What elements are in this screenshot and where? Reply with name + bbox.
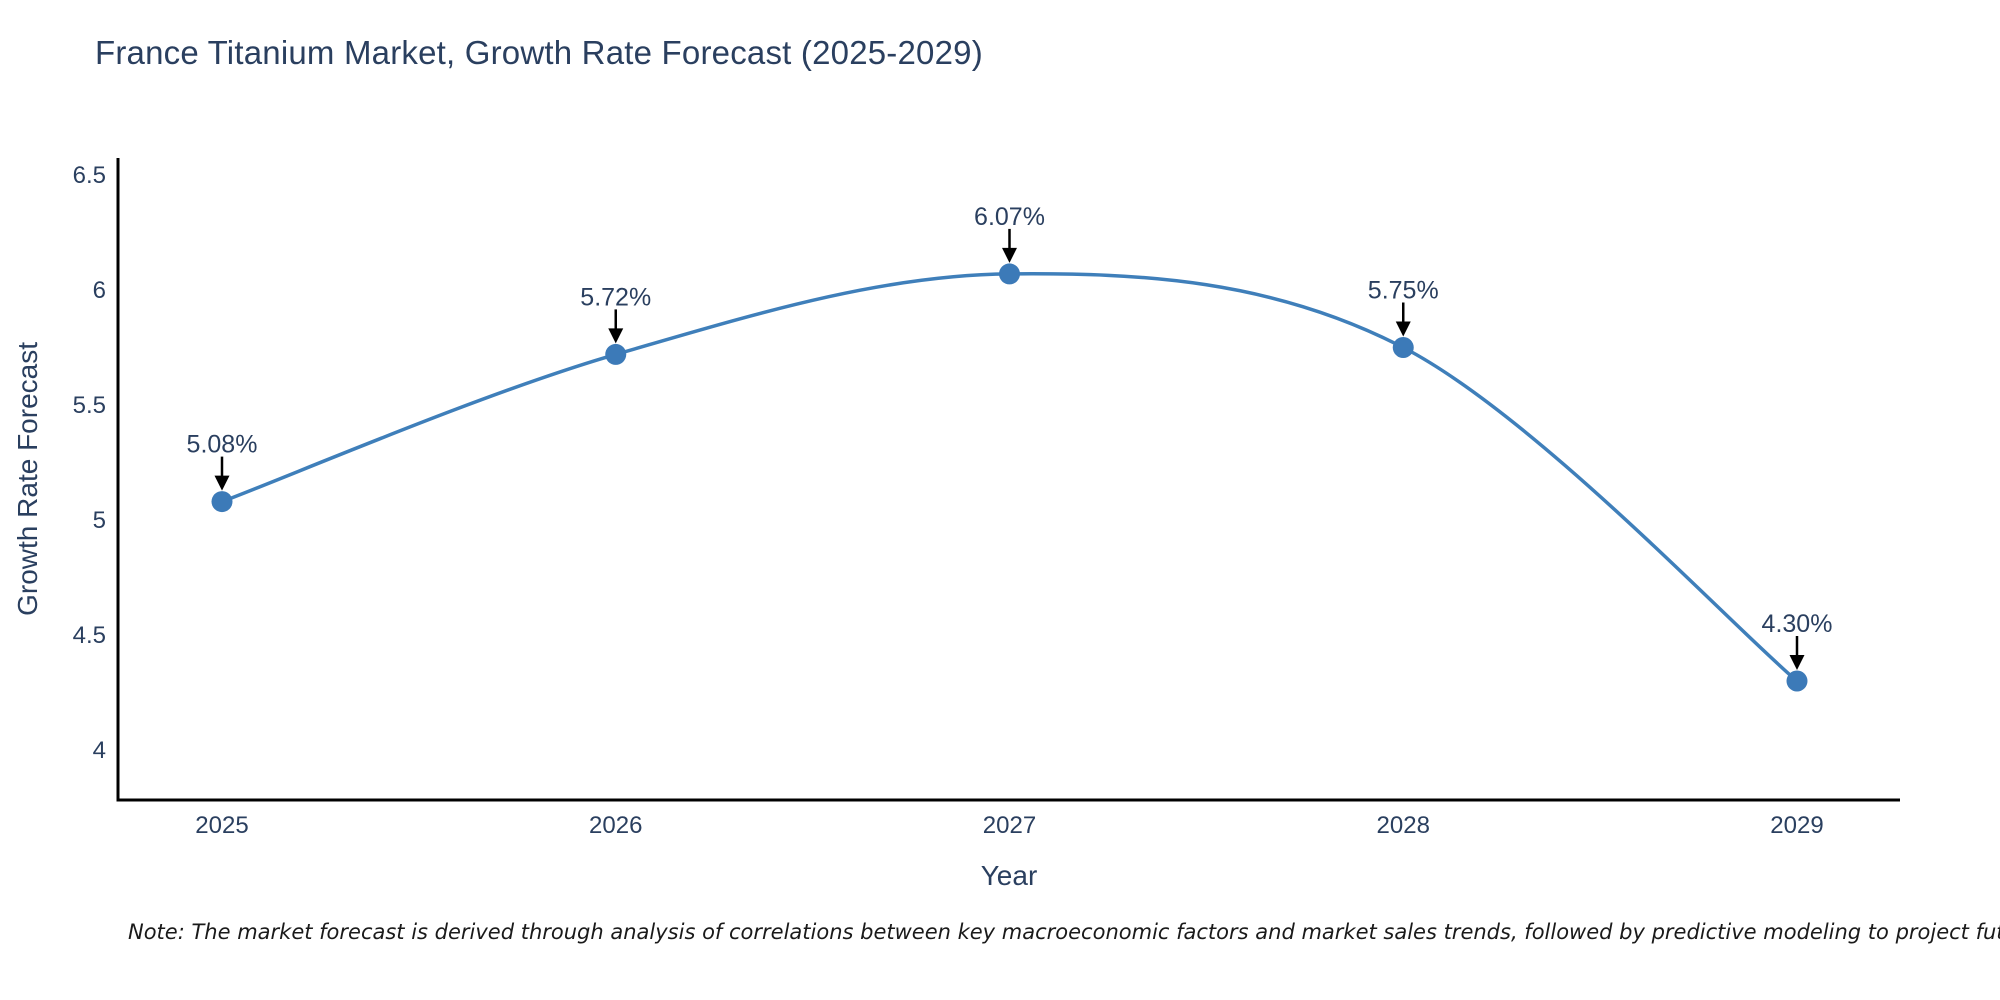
annotation-arrowhead bbox=[608, 328, 624, 344]
x-tick-label: 2026 bbox=[589, 812, 642, 839]
y-tick-label: 5.5 bbox=[73, 392, 106, 419]
y-axis-title-text: Growth Rate Forecast bbox=[12, 342, 43, 616]
annotation-arrowhead bbox=[1002, 247, 1017, 263]
axis-lines bbox=[116, 158, 1900, 802]
data-point-label: 5.08% bbox=[187, 431, 258, 459]
data-point-label: 5.72% bbox=[580, 283, 651, 311]
x-tick-label: 2025 bbox=[195, 812, 248, 839]
y-tick-label: 4 bbox=[93, 737, 106, 764]
data-point-2027[interactable] bbox=[999, 263, 1020, 285]
x-axis-title: Year bbox=[980, 860, 1038, 891]
data-point-2029[interactable] bbox=[1786, 670, 1808, 692]
chart-title: France Titanium Market, Growth Rate Fore… bbox=[95, 34, 983, 71]
annotation-arrowhead bbox=[214, 475, 230, 491]
growth-rate-line bbox=[220, 272, 1799, 683]
data-point-2026[interactable] bbox=[605, 343, 627, 365]
y-tick-label: 6.5 bbox=[73, 162, 106, 189]
y-tick-label: 6 bbox=[93, 277, 106, 304]
data-point-label: 6.07% bbox=[974, 203, 1045, 231]
x-tick-label: 2028 bbox=[1377, 812, 1430, 839]
data-point-2028[interactable] bbox=[1392, 337, 1414, 358]
annotation-arrowhead bbox=[1789, 655, 1805, 670]
data-point-label: 5.75% bbox=[1368, 277, 1439, 305]
footnote: Note: The market forecast is derived thr… bbox=[128, 920, 2000, 944]
y-axis-title: Growth Rate Forecast bbox=[6, 158, 50, 800]
x-tick-label: 2029 bbox=[1770, 812, 1823, 839]
data-point-2025[interactable] bbox=[211, 491, 233, 513]
annotation-arrowhead bbox=[1395, 321, 1411, 337]
y-tick-label: 4.5 bbox=[73, 622, 106, 649]
y-tick-label: 5 bbox=[93, 507, 106, 534]
x-tick-label: 2027 bbox=[983, 812, 1036, 839]
data-point-label: 4.30% bbox=[1762, 610, 1833, 638]
